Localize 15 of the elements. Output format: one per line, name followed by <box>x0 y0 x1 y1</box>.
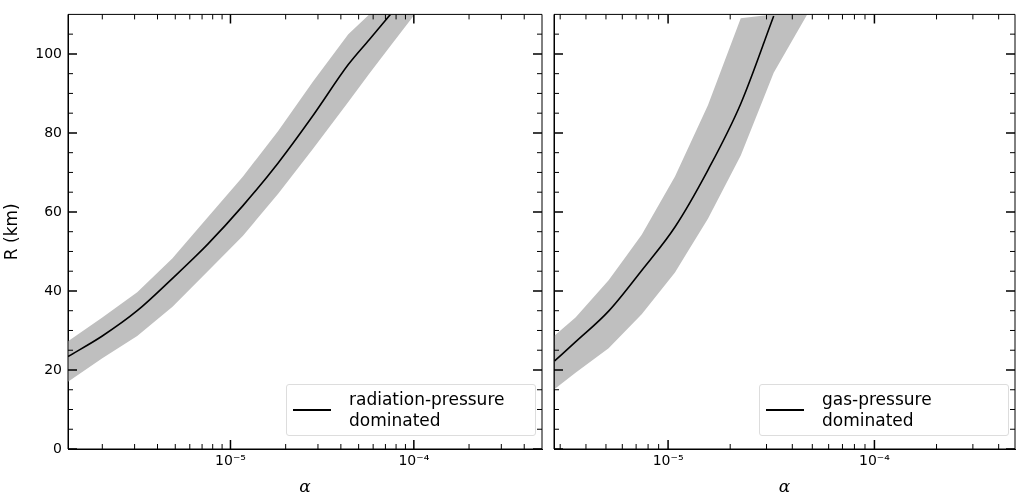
x-tick-label: 10⁻⁴ <box>859 452 891 469</box>
y-tick-label: 60 <box>44 202 62 219</box>
y-tick-label: 0 <box>53 439 62 456</box>
y-tick-label: 100 <box>35 44 62 61</box>
y-axis-title: R (km) <box>0 203 21 261</box>
legend-label: radiation-pressure dominated <box>349 389 506 431</box>
x-tick-label: 10⁻⁵ <box>215 452 246 469</box>
y-tick-label: 80 <box>44 123 62 140</box>
x-tick-label: 10⁻⁴ <box>398 452 430 469</box>
y-tick-label: 20 <box>44 360 62 377</box>
legend-label: gas-pressure dominated <box>822 389 933 431</box>
x-axis-title: α <box>299 476 312 497</box>
y-tick-label: 40 <box>44 281 62 298</box>
x-axis-title: α <box>778 476 791 497</box>
x-tick-label: 10⁻⁵ <box>652 452 684 469</box>
